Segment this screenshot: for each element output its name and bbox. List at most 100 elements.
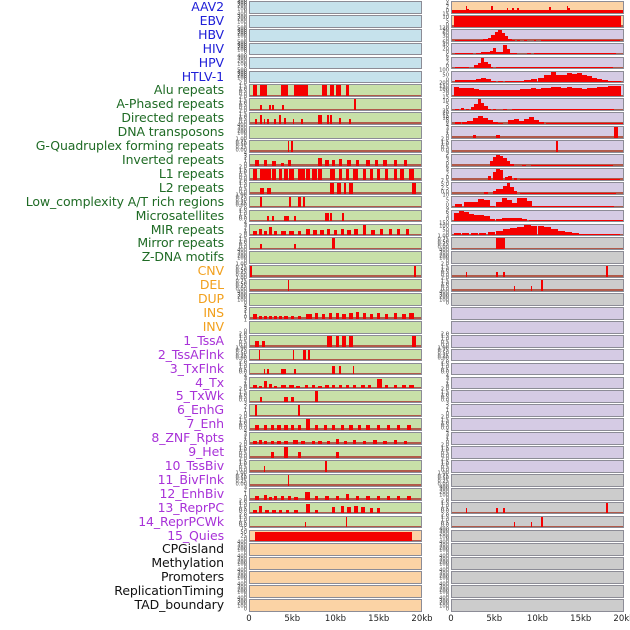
data-bar: [498, 122, 504, 124]
y-axis-ticks: 2.0 1.5 1.0 0.5 0.0: [430, 457, 450, 473]
data-bar: [260, 85, 264, 97]
track-left-10-tssbiv: 2.0 1.5 1.0 0.5 0.0: [228, 457, 422, 473]
y-tick-label: 0.00: [235, 272, 247, 279]
data-bar: [260, 243, 262, 250]
data-bar: [592, 233, 600, 236]
y-axis-ticks: 400 300 200 100 0: [228, 582, 248, 599]
y-tick-label: 1.0: [238, 461, 247, 468]
track-right-dup: 400 300 200 100 0: [430, 290, 624, 306]
x-tick-label: 20kb: [411, 614, 433, 624]
y-tick-label: 1: [445, 407, 449, 414]
data-bar: [258, 505, 262, 514]
baseline: [452, 150, 623, 152]
y-tick-label: 4: [243, 150, 247, 157]
data-bar: [366, 495, 370, 500]
data-bar: [487, 176, 492, 180]
track-left-7-enh: 2.0 1.5 1.0 0.5 0.0: [228, 415, 422, 431]
y-tick-label: 6: [445, 164, 449, 171]
y-tick-label: 400: [439, 553, 449, 560]
data-bar: [527, 53, 531, 55]
data-bar: [487, 119, 494, 124]
baseline: [452, 511, 623, 514]
y-tick-label: 4: [243, 219, 247, 226]
y-tick-label: 300: [439, 250, 449, 257]
data-bar: [330, 85, 334, 97]
y-tick-label: 1.00: [235, 192, 247, 199]
y-tick-label: 1.0: [440, 447, 449, 454]
y-tick-label: 2: [445, 4, 449, 11]
data-bar: [510, 164, 514, 166]
data-bar: [277, 424, 281, 430]
track-plot-area: [451, 265, 624, 278]
data-bar: [472, 134, 476, 138]
data-bar: [402, 313, 406, 319]
y-tick-label: 0: [243, 258, 247, 265]
y-tick-label: 9: [445, 150, 449, 157]
data-bar: [287, 141, 290, 152]
data-bar: [349, 118, 351, 124]
y-tick-label: 400: [439, 247, 449, 254]
data-bar: [506, 199, 512, 208]
data-bar: [280, 85, 288, 97]
data-bar: [455, 67, 470, 69]
y-tick-label: 2.0: [440, 261, 449, 268]
y-tick-label: 400: [439, 581, 449, 588]
y-tick-label: 0.0: [238, 522, 247, 529]
track-plot-area: [249, 571, 422, 584]
y-tick-label: 0.0: [440, 188, 449, 195]
track-plot-area: [451, 84, 624, 98]
track-left-15-quies: 75 50 25 0: [228, 526, 422, 543]
data-bar: [585, 233, 593, 236]
y-tick-label: 2.0: [440, 414, 449, 421]
y-tick-label: 1.5: [440, 389, 449, 396]
data-bar: [313, 229, 317, 236]
y-tick-label: 25: [442, 108, 449, 115]
data-bar: [311, 440, 315, 444]
data-bar: [568, 8, 570, 13]
data-bar: [465, 508, 468, 514]
track-right-10-tssbiv: 2.0 1.5 1.0 0.5 0.0: [430, 457, 624, 473]
data-bar: [455, 53, 473, 55]
y-axis-ticks: 2.0 1.5 1.0 0.5 0.0: [228, 165, 248, 181]
track-left-cpgisland: 400 300 200 100 0: [228, 540, 422, 556]
data-bar: [260, 188, 264, 194]
data-bar: [362, 440, 367, 444]
data-bar: [597, 79, 603, 83]
track-left-cnv: 1.00 0.75 0.50 0.25 0.00: [228, 262, 422, 279]
data-bar: [321, 85, 327, 97]
y-tick-label: 0: [243, 578, 247, 585]
data-bar: [463, 87, 470, 97]
y-tick-label: 15: [442, 11, 449, 18]
y-tick-label: 150: [439, 219, 449, 226]
data-bar: [474, 65, 478, 69]
y-axis-ticks: 60 40 20 0: [430, 39, 450, 56]
track-plot-area: [249, 167, 422, 181]
data-bar: [291, 141, 293, 152]
data-bar: [280, 163, 285, 166]
y-axis-ticks: 100 50 0: [430, 67, 450, 84]
data-bar: [581, 88, 588, 97]
y-axis-ticks: 120 90 60 30 0: [430, 26, 450, 42]
data-bar: [499, 89, 505, 97]
y-tick-label: 0: [243, 592, 247, 599]
y-tick-label: 400: [237, 567, 247, 574]
y-tick-label: 0.0: [440, 425, 449, 432]
y-tick-label: 3: [445, 431, 449, 438]
y-tick-label: 0.5: [238, 520, 247, 527]
baseline: [250, 428, 421, 430]
y-tick-label: 0.00: [235, 481, 247, 488]
y-tick-label: 3: [243, 400, 247, 407]
data-bar: [304, 385, 309, 389]
track-label-del: DEL: [199, 277, 224, 293]
data-bar: [540, 39, 620, 41]
y-tick-label: 0: [243, 606, 247, 613]
track-plot-area: [249, 154, 422, 167]
data-bar: [506, 183, 511, 194]
data-bar: [354, 506, 358, 514]
data-bar: [455, 39, 476, 41]
x-axis-left: 0 5kb 10kb 15kb 20kb: [228, 612, 432, 628]
